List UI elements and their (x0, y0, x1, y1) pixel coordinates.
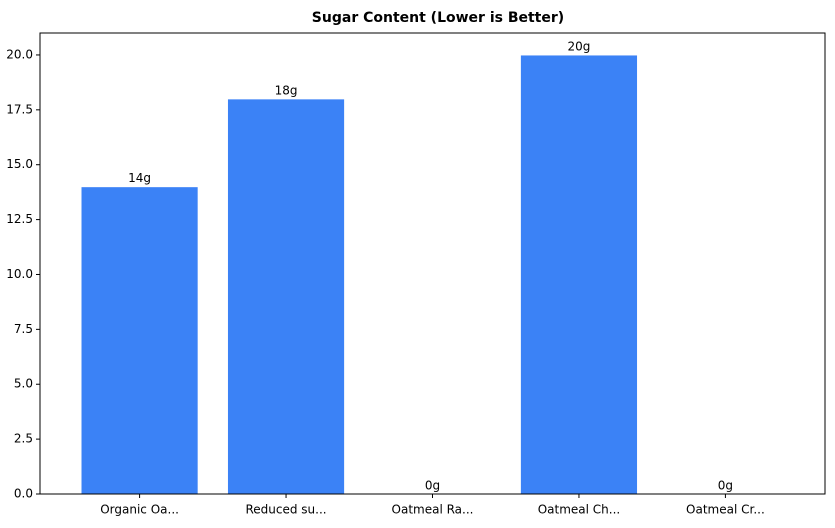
value-label: 0g (718, 479, 733, 493)
y-tick-label: 7.5 (14, 322, 33, 336)
y-tick-label: 2.5 (14, 432, 33, 446)
y-tick-label: 17.5 (6, 102, 33, 116)
bar (226, 98, 346, 495)
value-label: 14g (128, 171, 151, 185)
y-tick-label: 0.0 (14, 487, 33, 501)
plot-frame (39, 32, 826, 495)
y-tick-label: 12.5 (6, 212, 33, 226)
y-tick-label: 10.0 (6, 267, 33, 281)
value-label: 18g (275, 83, 298, 97)
value-label: 0g (425, 479, 440, 493)
y-tick-label: 15.0 (6, 157, 33, 171)
y-tick-label: 20.0 (6, 47, 33, 61)
bar (80, 186, 199, 495)
x-tick-label: Reduced su... (245, 503, 326, 517)
y-tick-label: 5.0 (14, 377, 33, 391)
x-tick-label: Oatmeal Ch... (538, 503, 621, 517)
value-label: 20g (568, 39, 591, 53)
bar (519, 54, 639, 495)
x-tick-label: Oatmeal Cr... (686, 503, 765, 517)
x-tick-label: Oatmeal Ra... (392, 503, 474, 517)
x-tick-label: Organic Oa... (100, 503, 179, 517)
chart-title: Sugar Content (Lower is Better) (312, 10, 564, 26)
